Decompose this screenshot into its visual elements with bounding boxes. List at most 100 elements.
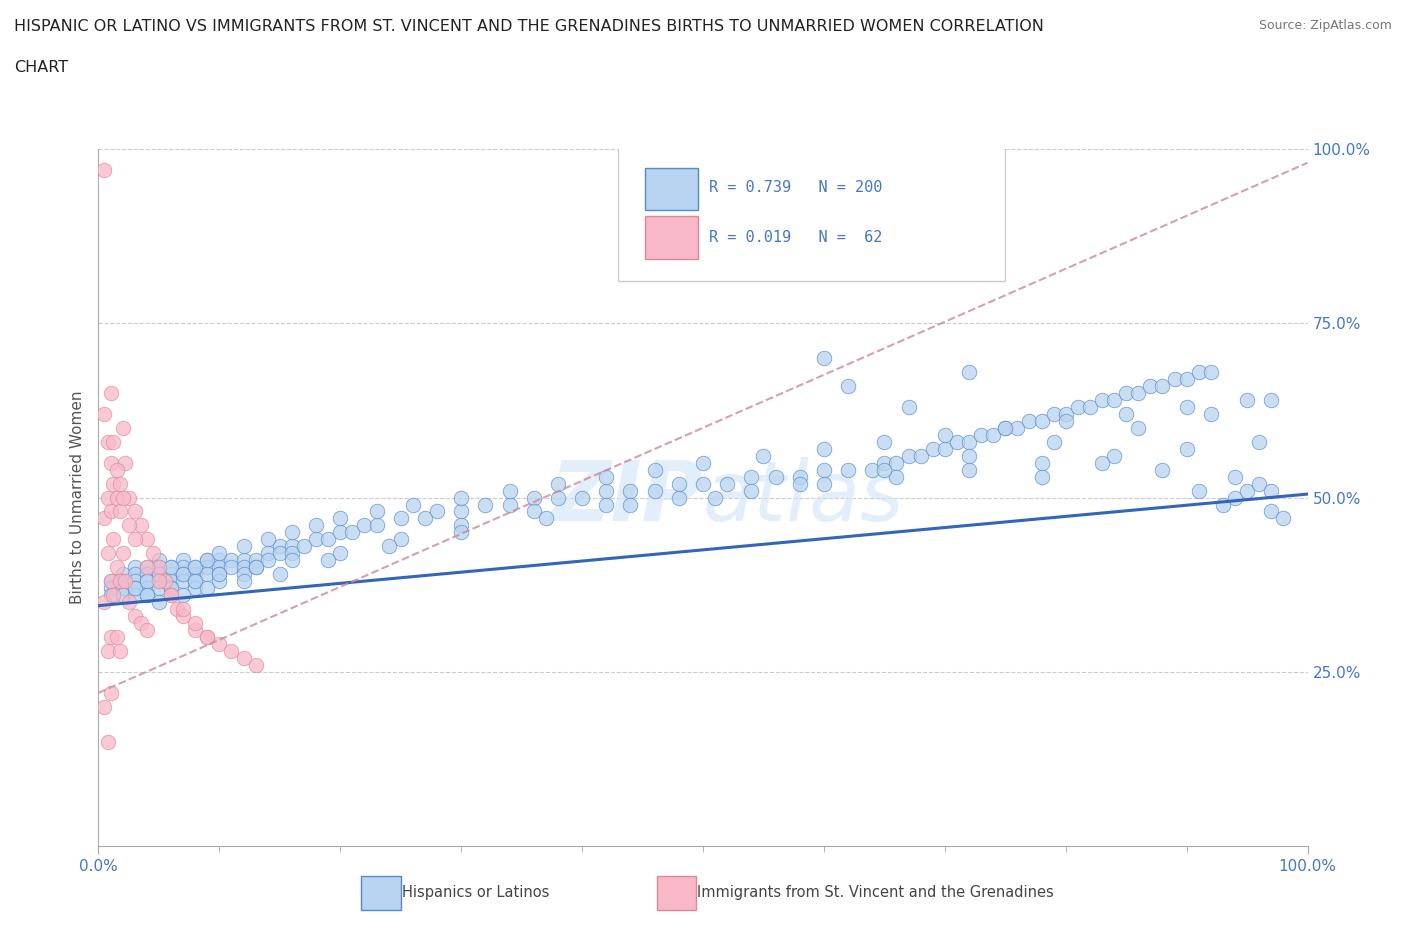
- Point: [910, 448, 932, 463]
- Point: [135, 588, 157, 603]
- Point: [172, 602, 194, 617]
- Point: [1078, 400, 1101, 415]
- Point: [897, 400, 920, 415]
- Point: [498, 498, 520, 512]
- Point: [1236, 484, 1258, 498]
- Point: [1128, 420, 1150, 435]
- Point: [100, 574, 122, 589]
- Point: [108, 574, 131, 589]
- Point: [981, 428, 1004, 443]
- Point: [342, 525, 364, 540]
- Point: [329, 546, 352, 561]
- Point: [135, 560, 157, 575]
- Point: [232, 574, 254, 589]
- Point: [269, 567, 291, 582]
- Point: [957, 448, 980, 463]
- Point: [316, 532, 339, 547]
- Point: [1102, 448, 1125, 463]
- Point: [281, 525, 304, 540]
- Point: [716, 476, 738, 491]
- Point: [886, 456, 908, 471]
- Point: [1188, 484, 1211, 498]
- Point: [377, 539, 399, 554]
- Point: [1139, 379, 1161, 393]
- Point: [873, 456, 896, 471]
- Point: [886, 470, 908, 485]
- Point: [1236, 392, 1258, 407]
- Point: [1260, 392, 1282, 407]
- Point: [108, 504, 131, 519]
- Point: [256, 532, 278, 547]
- Point: [1175, 442, 1198, 457]
- Point: [305, 532, 328, 547]
- Point: [994, 420, 1017, 435]
- Point: [124, 574, 146, 589]
- Text: Source: ZipAtlas.com: Source: ZipAtlas.com: [1258, 19, 1392, 32]
- Point: [195, 580, 218, 596]
- Point: [97, 490, 120, 505]
- Point: [281, 553, 304, 568]
- Point: [101, 434, 124, 449]
- Point: [389, 512, 412, 526]
- Point: [100, 588, 122, 603]
- Point: [195, 567, 218, 582]
- Point: [105, 490, 128, 505]
- Point: [1031, 470, 1053, 485]
- Point: [1249, 434, 1271, 449]
- Point: [1199, 406, 1222, 421]
- Point: [129, 616, 152, 631]
- Point: [329, 512, 352, 526]
- Point: [195, 630, 218, 644]
- Point: [135, 567, 157, 582]
- Point: [450, 504, 472, 519]
- Point: [474, 498, 496, 512]
- Point: [124, 588, 146, 603]
- Point: [1031, 414, 1053, 429]
- Point: [281, 546, 304, 561]
- Text: atlas: atlas: [703, 457, 904, 538]
- Point: [450, 518, 472, 533]
- Point: [148, 574, 170, 589]
- Point: [245, 658, 267, 672]
- Point: [523, 490, 546, 505]
- Point: [1115, 386, 1137, 401]
- Point: [752, 448, 775, 463]
- Point: [184, 580, 207, 596]
- Point: [208, 637, 231, 652]
- Point: [172, 567, 194, 582]
- Point: [111, 567, 134, 582]
- Point: [957, 434, 980, 449]
- Point: [111, 490, 134, 505]
- Point: [135, 580, 157, 596]
- Point: [172, 588, 194, 603]
- Point: [124, 580, 146, 596]
- Point: [124, 560, 146, 575]
- Point: [269, 539, 291, 554]
- Point: [135, 560, 157, 575]
- Point: [860, 462, 883, 477]
- Point: [1175, 400, 1198, 415]
- Point: [498, 484, 520, 498]
- Point: [402, 498, 425, 512]
- Point: [172, 560, 194, 575]
- Point: [547, 476, 569, 491]
- Point: [208, 560, 231, 575]
- Point: [148, 567, 170, 582]
- Point: [148, 560, 170, 575]
- Point: [789, 470, 811, 485]
- Point: [100, 685, 122, 700]
- Point: [897, 448, 920, 463]
- Point: [93, 163, 115, 178]
- Point: [957, 462, 980, 477]
- Point: [668, 490, 690, 505]
- Point: [135, 532, 157, 547]
- Point: [595, 470, 617, 485]
- Text: Hispanics or Latinos: Hispanics or Latinos: [402, 885, 550, 900]
- Text: ZIP: ZIP: [550, 457, 703, 538]
- Point: [1188, 365, 1211, 379]
- Point: [1175, 371, 1198, 387]
- Text: Immigrants from St. Vincent and the Grenadines: Immigrants from St. Vincent and the Gren…: [697, 885, 1054, 900]
- Point: [1152, 462, 1174, 477]
- Point: [97, 546, 120, 561]
- Point: [644, 484, 666, 498]
